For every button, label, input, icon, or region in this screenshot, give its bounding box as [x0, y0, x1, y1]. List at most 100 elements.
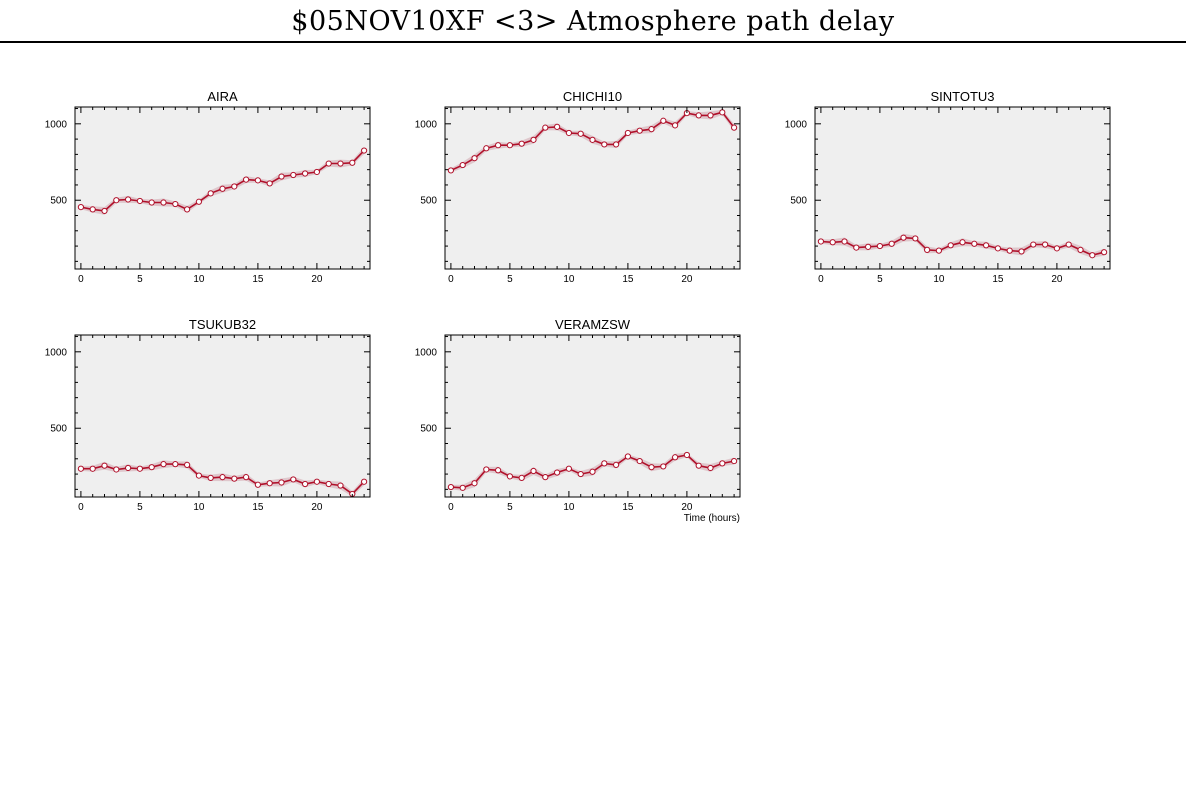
data-point	[589, 468, 596, 475]
chart-title: VERAMZSW	[555, 317, 631, 332]
data-point	[125, 464, 132, 472]
data-point	[506, 142, 513, 149]
data-point	[459, 161, 466, 169]
data-point	[731, 457, 738, 465]
chart-panel-aira: 0 5 10 15 20 500 1000 AIRA	[45, 89, 371, 285]
data-point	[900, 234, 907, 241]
data-point	[254, 177, 261, 184]
data-point	[483, 466, 490, 473]
data-point	[1006, 247, 1013, 254]
data-point	[136, 465, 143, 472]
data-point	[1053, 245, 1061, 252]
data-point	[219, 185, 226, 192]
data-point	[483, 145, 490, 152]
data-point	[1089, 252, 1096, 259]
data-point	[447, 167, 454, 174]
data-point	[471, 480, 478, 487]
data-point	[254, 481, 261, 488]
data-point	[447, 483, 454, 491]
chart-panel-tsukub32: 0 5 10 15 20 500 1000 TSUKUB32	[45, 317, 371, 513]
x-tick-label: 15	[252, 274, 264, 285]
data-point	[624, 129, 632, 137]
data-point	[113, 197, 120, 204]
data-point	[648, 126, 655, 133]
data-point	[565, 129, 573, 137]
chart-panel-veramzsw: 0 5 10 15 20 500 1000 VERAMZSW Time (hours)	[415, 317, 741, 524]
data-point	[313, 168, 320, 176]
data-point	[231, 183, 238, 190]
x-tick-label: 5	[137, 502, 143, 513]
data-point	[719, 460, 726, 467]
data-point	[125, 196, 132, 203]
data-point	[959, 239, 966, 246]
data-point	[184, 206, 191, 213]
y-tick-label: 1000	[45, 347, 68, 358]
x-tick-label: 20	[681, 274, 693, 285]
data-point	[672, 454, 679, 461]
x-tick-label: 10	[193, 502, 205, 513]
data-point	[278, 173, 285, 180]
data-point	[707, 464, 714, 472]
y-tick-label: 1000	[45, 119, 68, 130]
data-point	[302, 170, 309, 177]
data-point	[924, 246, 931, 253]
data-point	[195, 198, 202, 205]
data-point	[912, 235, 919, 242]
data-point	[672, 122, 679, 129]
error-band	[80, 147, 365, 215]
data-point	[829, 239, 836, 246]
data-point	[290, 171, 297, 179]
data-point	[243, 176, 250, 183]
page-title: $05NOV10XF <3> Atmosphere path delay	[291, 6, 895, 37]
x-tick-label: 10	[563, 274, 575, 285]
data-point	[707, 112, 714, 119]
data-point	[876, 242, 884, 250]
data-point	[148, 464, 155, 471]
data-point	[337, 160, 344, 167]
data-point	[865, 243, 872, 250]
data-point	[613, 461, 620, 469]
x-tick-label: 5	[137, 274, 143, 285]
data-point	[89, 465, 96, 472]
x-tick-label: 0	[448, 274, 454, 285]
x-tick-label: 20	[311, 274, 323, 285]
data-point	[719, 109, 726, 116]
data-point	[231, 475, 238, 482]
y-tick-label: 500	[50, 196, 67, 207]
x-tick-label: 0	[78, 502, 84, 513]
data-point	[459, 484, 466, 491]
data-point	[1077, 246, 1084, 253]
data-point	[1018, 248, 1025, 255]
x-tick-label: 10	[933, 274, 945, 285]
data-point	[471, 155, 478, 162]
data-point	[648, 464, 655, 471]
data-point	[530, 467, 537, 475]
data-point	[495, 142, 502, 149]
data-point	[636, 127, 643, 134]
y-tick-label: 1000	[785, 119, 808, 130]
data-point	[172, 461, 179, 468]
data-point	[994, 245, 1002, 252]
data-point	[266, 180, 273, 187]
x-tick-label: 10	[193, 274, 205, 285]
data-point	[695, 462, 702, 469]
data-point	[1042, 241, 1049, 248]
data-point	[184, 461, 191, 469]
data-point	[731, 124, 738, 131]
data-point	[935, 247, 943, 254]
data-point	[636, 457, 643, 465]
data-point	[577, 470, 584, 478]
data-point	[207, 474, 214, 481]
x-tick-label: 20	[311, 502, 323, 513]
y-tick-label: 500	[420, 196, 437, 207]
title-divider	[0, 41, 1186, 43]
data-point	[577, 130, 584, 137]
data-point	[89, 206, 96, 213]
x-tick-label: 0	[448, 502, 454, 513]
error-band	[820, 233, 1105, 258]
data-point	[660, 117, 667, 124]
data-point	[325, 160, 332, 167]
data-point	[1030, 241, 1037, 248]
x-axis-label: Time (hours)	[684, 513, 740, 524]
